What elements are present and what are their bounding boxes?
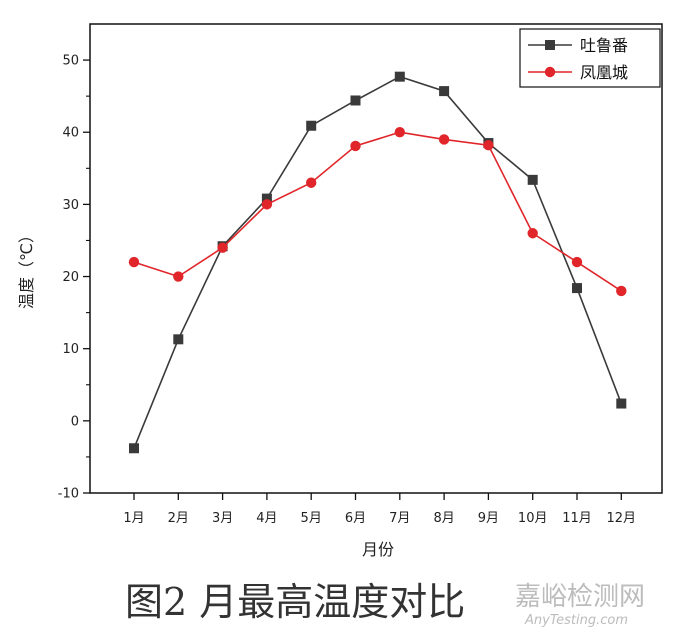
y-tick-label: -10 <box>58 487 79 502</box>
series-line <box>133 131 622 292</box>
x-tick-label: 1月 <box>123 511 144 526</box>
plot-frame <box>89 23 663 494</box>
data-point <box>438 134 450 145</box>
x-tick-label: 8月 <box>433 511 454 526</box>
y-axis-title: 温度（℃） <box>17 227 36 309</box>
y-axis-ticks: -10 0 10 20 30 40 50 <box>58 54 90 502</box>
data-point <box>616 285 627 297</box>
legend-label: 吐鲁番 <box>580 36 628 55</box>
data-point <box>394 127 405 138</box>
data-point <box>306 120 317 131</box>
legend-box <box>519 28 661 88</box>
x-tick-label: 10月 <box>518 511 548 526</box>
series-layer <box>128 71 627 454</box>
series-1 <box>129 71 627 454</box>
data-point <box>394 71 405 82</box>
data-point <box>616 398 627 409</box>
data-point <box>350 140 361 152</box>
x-tick-label: 7月 <box>389 511 410 526</box>
y-tick-label: 20 <box>62 270 79 285</box>
data-point <box>571 256 583 268</box>
data-point <box>128 256 140 268</box>
x-axis-title: 月份 <box>362 540 394 559</box>
data-point <box>527 228 538 239</box>
series-2 <box>128 127 627 297</box>
data-point <box>306 177 317 188</box>
data-point <box>261 193 272 204</box>
data-point <box>261 199 273 210</box>
legend-label: 凤凰城 <box>580 63 628 82</box>
x-tick-label: 9月 <box>478 511 499 526</box>
x-axis-ticks: 1月 2月 3月 4月 5月 6月 7月 8月 9月 10月 11月 12月 <box>123 493 636 526</box>
legend-marker <box>544 66 556 78</box>
x-tick-label: 6月 <box>345 511 366 526</box>
data-point <box>217 242 228 253</box>
watermark: 嘉峪检测网 AnyTesting.com <box>515 582 645 628</box>
x-tick-label: 4月 <box>256 511 277 526</box>
watermark-en: AnyTesting.com <box>524 613 628 628</box>
data-point <box>173 271 184 282</box>
legend-marker <box>545 40 555 50</box>
x-tick-label: 12月 <box>607 511 637 526</box>
data-point <box>439 86 450 97</box>
figure-caption: 图2 月最高温度对比 <box>125 580 465 624</box>
series-line <box>133 75 623 449</box>
y-tick-label: 0 <box>71 414 79 429</box>
x-tick-label: 3月 <box>212 511 233 526</box>
y-tick-label: 10 <box>62 342 79 357</box>
y-tick-label: 40 <box>62 126 79 141</box>
watermark-cn: 嘉峪检测网 <box>515 582 645 612</box>
data-point <box>350 95 361 106</box>
data-point <box>572 283 582 294</box>
data-point <box>129 443 139 454</box>
data-point <box>527 174 538 185</box>
data-point <box>483 140 494 151</box>
x-tick-label: 5月 <box>301 511 322 526</box>
y-tick-label: 50 <box>62 54 79 69</box>
data-point <box>173 334 184 345</box>
x-tick-label: 2月 <box>168 511 189 526</box>
y-tick-label: 30 <box>62 198 79 213</box>
x-tick-label: 11月 <box>562 511 592 526</box>
